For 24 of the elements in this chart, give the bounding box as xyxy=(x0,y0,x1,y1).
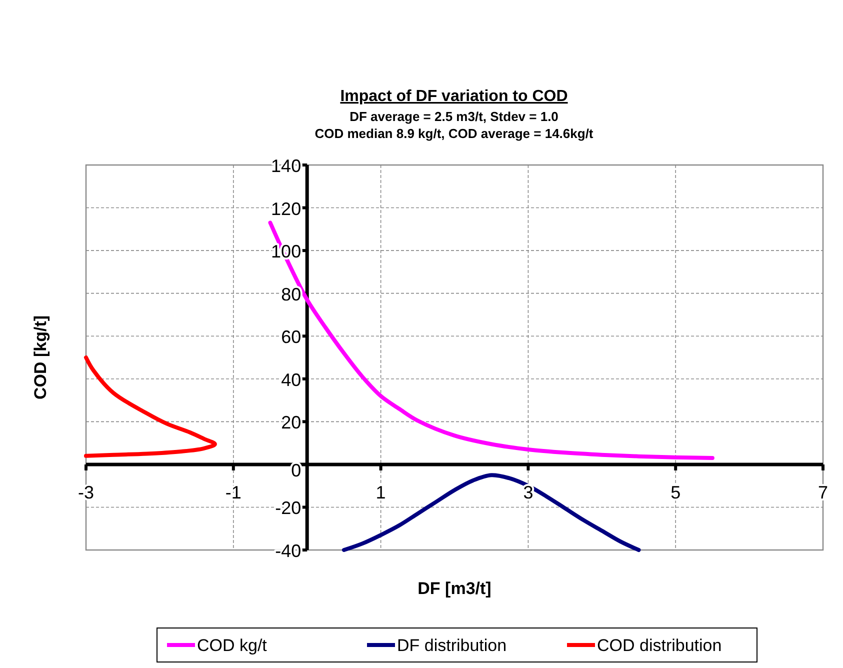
y-tick-label: 140 xyxy=(271,156,302,176)
line-series xyxy=(342,473,641,552)
y-tick-label: 40 xyxy=(281,370,302,390)
legend-label: COD kg/t xyxy=(197,636,268,655)
y-tick-label: 60 xyxy=(281,327,302,348)
y-tick-label: -40 xyxy=(275,541,302,561)
x-tick-label: -3 xyxy=(78,482,94,502)
y-tick-label: 120 xyxy=(271,198,302,219)
legend-label: DF distribution xyxy=(397,636,507,655)
x-tick-label: 5 xyxy=(670,482,681,502)
x-tick-label: 7 xyxy=(818,482,828,502)
x-axis-title: DF [m3/t] xyxy=(418,579,492,598)
chart-subtitle: DF average = 2.5 m3/t, Stdev = 1.0 COD median 8.9 kg/t, COD average = 14.6kg/t xyxy=(314,109,594,141)
y-axis-title: COD [kg/t] xyxy=(31,315,50,400)
chart-title: Impact of DF variation to COD xyxy=(340,88,568,105)
y-tick-label: 80 xyxy=(281,284,302,304)
y-tick-label: 20 xyxy=(281,412,302,433)
x-tick-label: 1 xyxy=(376,482,386,502)
line-series xyxy=(84,356,217,458)
y-tick-label: -20 xyxy=(275,498,302,518)
legend-label: COD distribution xyxy=(597,636,722,655)
x-tick-label: -1 xyxy=(225,482,242,502)
x-tick-label: 3 xyxy=(523,482,534,502)
line-series xyxy=(268,220,714,460)
